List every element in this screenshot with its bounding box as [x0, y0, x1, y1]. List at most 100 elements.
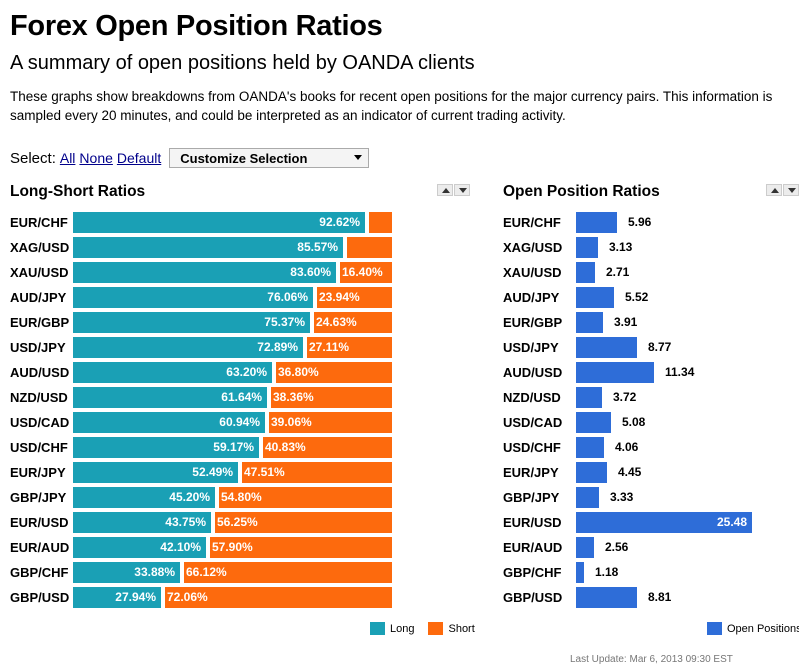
- pair-label: XAU/USD: [10, 265, 69, 280]
- short-bar: 54.80%: [219, 487, 392, 508]
- customize-selection-dropdown[interactable]: Customize Selection: [169, 148, 370, 168]
- long-short-title: Long-Short Ratios: [10, 183, 146, 200]
- open-position-value-label: 2.56: [605, 540, 629, 554]
- short-bar: 27.11%: [307, 337, 392, 358]
- select-default-link[interactable]: Default: [116, 150, 162, 166]
- long-value-label: 72.89%: [257, 340, 298, 354]
- open-position-bar: [576, 237, 598, 258]
- long-short-row: EUR/CHF 92.62%: [0, 212, 480, 233]
- long-value-label: 27.94%: [115, 590, 156, 604]
- open-position-value-label: 3.33: [610, 490, 634, 504]
- short-bar: 16.40%: [340, 262, 392, 283]
- pair-label: GBP/USD: [503, 590, 563, 605]
- pair-label: NZD/USD: [503, 390, 561, 405]
- short-bar: 40.83%: [263, 437, 392, 458]
- open-position-value-label: 8.81: [648, 590, 672, 604]
- open-position-row: EUR/GBP 3.91: [0, 312, 799, 333]
- open-position-row: GBP/JPY 3.33: [0, 487, 799, 508]
- long-bar: 52.49%: [73, 462, 238, 483]
- open-position-bar: [576, 587, 637, 608]
- open-position-value-label: 4.06: [615, 440, 639, 454]
- chevron-down-icon: [354, 155, 363, 160]
- long-value-label: 59.17%: [213, 440, 254, 454]
- page-subtitle: A summary of open positions held by OAND…: [10, 52, 475, 74]
- long-value-label: 61.64%: [221, 390, 262, 404]
- long-short-row: AUD/USD 63.20% 36.80%: [0, 362, 480, 383]
- long-value-label: 42.10%: [160, 540, 201, 554]
- long-bar: 92.62%: [73, 212, 365, 233]
- short-bar: 23.94%: [317, 287, 392, 308]
- pair-label: AUD/JPY: [10, 290, 67, 305]
- pair-label: GBP/USD: [10, 590, 70, 605]
- pair-label: EUR/GBP: [503, 315, 563, 330]
- select-none-link[interactable]: None: [79, 150, 113, 166]
- open-position-bar: [576, 262, 595, 283]
- pair-label: AUD/USD: [10, 365, 70, 380]
- sort-down-icon[interactable]: [783, 184, 799, 196]
- long-bar: 42.10%: [73, 537, 206, 558]
- long-short-row: GBP/CHF 33.88% 66.12%: [0, 562, 480, 583]
- open-position-row: GBP/CHF 1.18: [0, 562, 799, 583]
- long-bar: 27.94%: [73, 587, 161, 608]
- long-short-row: USD/CAD 60.94% 39.06%: [0, 412, 480, 433]
- short-bar: 24.63%: [314, 312, 392, 333]
- long-short-row: USD/CHF 59.17% 40.83%: [0, 437, 480, 458]
- pair-label: EUR/JPY: [503, 465, 559, 480]
- pair-label: USD/CHF: [10, 440, 68, 455]
- pair-label: USD/JPY: [503, 340, 559, 355]
- long-short-row: EUR/JPY 52.49% 47.51%: [0, 462, 480, 483]
- long-bar: 33.88%: [73, 562, 180, 583]
- pair-label: EUR/JPY: [10, 465, 66, 480]
- open-position-value-label: 4.45: [618, 465, 642, 479]
- long-short-legend: Long Short: [370, 622, 475, 635]
- long-value-label: 83.60%: [290, 265, 331, 279]
- pair-label: GBP/CHF: [10, 565, 69, 580]
- pair-label: USD/CHF: [503, 440, 561, 455]
- open-position-row: EUR/CHF 5.96: [0, 212, 799, 233]
- short-bar: 38.36%: [271, 387, 392, 408]
- intro-text: These graphs show breakdowns from OANDA'…: [10, 89, 773, 123]
- long-value-label: 33.88%: [134, 565, 175, 579]
- open-position-row: USD/JPY 8.77: [0, 337, 799, 358]
- short-bar: [347, 237, 392, 258]
- open-position-row: NZD/USD 3.72: [0, 387, 799, 408]
- pair-label: AUD/JPY: [503, 290, 560, 305]
- long-value-label: 45.20%: [169, 490, 210, 504]
- open-position-bar: [576, 562, 584, 583]
- open-position-row: EUR/JPY 4.45: [0, 462, 799, 483]
- long-bar: 43.75%: [73, 512, 211, 533]
- open-position-title: Open Position Ratios: [503, 183, 660, 200]
- open-position-bar: [576, 337, 637, 358]
- sort-down-icon[interactable]: [454, 184, 470, 196]
- open-position-bar: [576, 437, 604, 458]
- short-value-label: 36.80%: [278, 365, 319, 379]
- short-value-label: 16.40%: [342, 265, 383, 279]
- sort-up-icon[interactable]: [437, 184, 453, 196]
- long-short-row: EUR/AUD 42.10% 57.90%: [0, 537, 480, 558]
- legend-long-swatch: [370, 622, 385, 635]
- long-value-label: 43.75%: [165, 515, 206, 529]
- sort-up-icon[interactable]: [766, 184, 782, 196]
- pair-label: USD/CAD: [10, 415, 70, 430]
- long-bar: 59.17%: [73, 437, 259, 458]
- long-value-label: 76.06%: [267, 290, 308, 304]
- open-position-value-label: 5.08: [622, 415, 646, 429]
- long-short-row: GBP/JPY 45.20% 54.80%: [0, 487, 480, 508]
- open-position-value-label: 2.71: [606, 265, 630, 279]
- long-value-label: 92.62%: [319, 215, 360, 229]
- short-bar: 57.90%: [210, 537, 392, 558]
- pair-label: EUR/CHF: [503, 215, 561, 230]
- short-bar: 39.06%: [269, 412, 392, 433]
- open-position-value-label: 3.13: [609, 240, 633, 254]
- select-all-link[interactable]: All: [59, 150, 76, 166]
- legend-short-swatch: [428, 622, 444, 635]
- long-short-row: XAG/USD 85.57%: [0, 237, 480, 258]
- pair-label: EUR/USD: [10, 515, 69, 530]
- short-bar: [369, 212, 392, 233]
- open-position-row: EUR/AUD 2.56: [0, 537, 799, 558]
- pair-label: EUR/AUD: [10, 540, 70, 555]
- short-value-label: 38.36%: [273, 390, 314, 404]
- short-value-label: 27.11%: [309, 340, 350, 354]
- open-position-value-label: 25.48: [716, 515, 747, 529]
- long-bar: 83.60%: [73, 262, 336, 283]
